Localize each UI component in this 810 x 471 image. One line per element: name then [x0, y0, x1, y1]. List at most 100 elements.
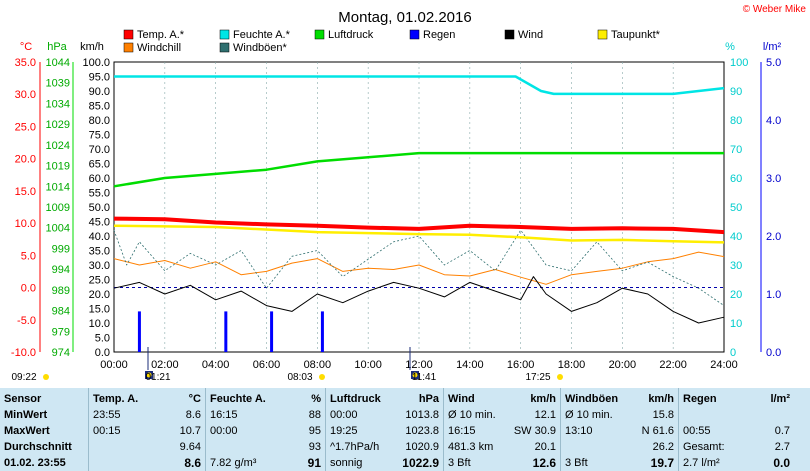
humidity-axis-tick-10: 0	[730, 347, 736, 359]
wind-axis-tick-6: 70.0	[89, 144, 110, 156]
grid	[114, 62, 724, 352]
rain-axis-tick-2: 3.0	[766, 173, 781, 185]
humidity-axis-tick-8: 20	[730, 289, 742, 301]
pressure-axis-tick-14: 974	[52, 347, 70, 359]
col-humidity: Feuchte A.% 16:15 88 00:00 95 93 7.82 g/m³…	[206, 388, 325, 471]
temp-min-value: 8.6	[185, 409, 201, 421]
col-wind: Wind km/h Ø 10 min. 12.1 16:15 SW 30.9 481.…	[444, 388, 560, 471]
wind-max-dir: SW 30.9	[513, 425, 556, 437]
x-tick-3: 06:00	[253, 359, 281, 371]
rain-total-label: Gesamt:	[683, 441, 725, 453]
humidity-axis-tick-0: 100	[730, 57, 748, 69]
wind-axis-tick-2: 90.0	[89, 86, 110, 98]
sensor-header: Sensor	[4, 393, 42, 405]
pressure-axis-tick-4: 1024	[46, 140, 70, 152]
rain-axis-tick-4: 1.0	[766, 289, 781, 301]
press-unit: hPa	[418, 393, 439, 405]
rain-unit-label: l/m²	[763, 41, 782, 53]
hum-max-time: 00:00	[210, 425, 238, 437]
wind-axis-tick-1: 95.0	[89, 72, 110, 84]
temp-min-time: 23:55	[93, 409, 121, 421]
gust-max-time: 13:10	[565, 425, 593, 437]
humidity-axis-tick-7: 30	[730, 260, 742, 272]
temp-header: Temp. A.	[93, 393, 139, 405]
hum-max-value: 95	[308, 425, 321, 437]
moon-glyph-3	[412, 372, 418, 378]
wind-axis-tick-7: 65.0	[89, 159, 110, 171]
rain-unit: l/m²	[770, 393, 790, 405]
rain-axis-tick-1: 4.0	[766, 115, 781, 127]
pressure-axis-tick-11: 989	[52, 285, 70, 297]
wind-header: Wind	[448, 393, 475, 405]
gust-current-value: 19.7	[650, 456, 674, 470]
chart-title: Montag, 01.02.2016	[338, 9, 471, 26]
rain-axis-tick-5: 0.0	[766, 347, 781, 359]
wind-axis-tick-11: 45.0	[89, 217, 110, 229]
col-rain: Regen l/m² 00:55 0.7 Gesamt: 2.7 2.7 l/m² 0.…	[679, 388, 794, 471]
legend-label-6: Windchill	[137, 42, 181, 54]
temp-axis-tick-4: 15.0	[15, 186, 36, 198]
pressure-axis-tick-5: 1019	[46, 161, 70, 173]
humidity-axis-tick-4: 60	[730, 173, 742, 185]
wind-axis-tick-18: 10.0	[89, 318, 110, 330]
wind-unit: km/h	[530, 393, 556, 405]
wind-unit-label: km/h	[80, 41, 104, 53]
gust-max-dir: N 61.6	[641, 425, 674, 437]
legend-label-5: Taupunkt*	[611, 29, 661, 41]
weather-chart: Montag, 01.02.2016 © Weber Mike Temp. A.…	[11, 4, 807, 383]
humidity-axis-tick-1: 90	[730, 86, 742, 98]
hum-header: Feuchte A.	[210, 393, 266, 405]
sun-icon-2	[319, 374, 325, 380]
moon-glyph-1	[146, 372, 152, 378]
pressure-axis-tick-1: 1039	[46, 78, 70, 90]
wind-min-value: 12.1	[534, 409, 556, 421]
legend-swatch-6	[123, 42, 134, 53]
temp-axis-tick-8: -5.0	[17, 315, 36, 327]
wind-avg-value: 20.1	[534, 441, 556, 453]
series-humidity	[114, 75, 725, 96]
pressure-axis-tick-10: 994	[52, 264, 70, 276]
temp-axis-tick-9: -10.0	[11, 347, 36, 359]
press-max-value: 1023.8	[405, 425, 439, 437]
legend-swatch-4	[504, 29, 515, 40]
wind-axis-tick-16: 20.0	[89, 289, 110, 301]
astro-label-4: 17:25	[525, 372, 550, 383]
rain-bar-2	[270, 311, 274, 352]
x-tick-10: 20:00	[609, 359, 637, 371]
rain-sum: 2.7 l/m²	[683, 457, 720, 469]
legend-swatch-2	[314, 29, 325, 40]
stats-table: Sensor MinWert MaxWert Durchschnitt 01.0…	[0, 388, 810, 471]
x-tick-12: 24:00	[710, 359, 738, 371]
col-pressure: Luftdruck hPa 00:00 1013.8 19:25 1023.8 ^1.…	[326, 388, 443, 471]
temp-axis-tick-6: 5.0	[21, 250, 36, 262]
humidity-axis-tick-5: 50	[730, 202, 742, 214]
press-header: Luftdruck	[330, 393, 381, 405]
x-tick-5: 10:00	[354, 359, 382, 371]
temp-axis-tick-2: 25.0	[15, 121, 36, 133]
rain-bar-3	[320, 311, 324, 352]
astro-label-0: 09:22	[11, 372, 36, 383]
pressure-axis-tick-9: 999	[52, 243, 70, 255]
legend-swatch-7	[219, 42, 230, 53]
astro-markers: 09:22 01:21 08:03 11:41 17:25	[11, 347, 563, 383]
legend-swatch-3	[409, 29, 420, 40]
temp-axis-tick-5: 10.0	[15, 218, 36, 230]
series	[113, 75, 725, 352]
wind-bft: 3 Bft	[448, 457, 471, 469]
series-dewpoint	[113, 224, 725, 244]
wind-axis-tick-14: 30.0	[89, 260, 110, 272]
pressure-axis-tick-3: 1029	[46, 119, 70, 131]
temp-avg-value: 9.64	[179, 441, 201, 453]
rain-bar-0	[137, 311, 141, 352]
legend-label-4: Wind	[518, 29, 543, 41]
wind-axis-tick-9: 55.0	[89, 188, 110, 200]
wind-distance: 481.3 km	[448, 441, 494, 453]
pressure-unit-label: hPa	[47, 41, 67, 53]
hum-unit: %	[311, 393, 321, 405]
sun-icon-0	[43, 374, 49, 380]
humidity-unit-label: %	[725, 41, 735, 53]
x-tick-7: 14:00	[456, 359, 484, 371]
sun-icon-4	[557, 374, 563, 380]
rain-current-value: 0.0	[773, 456, 790, 470]
astro-label-3: 11:41	[412, 372, 437, 383]
